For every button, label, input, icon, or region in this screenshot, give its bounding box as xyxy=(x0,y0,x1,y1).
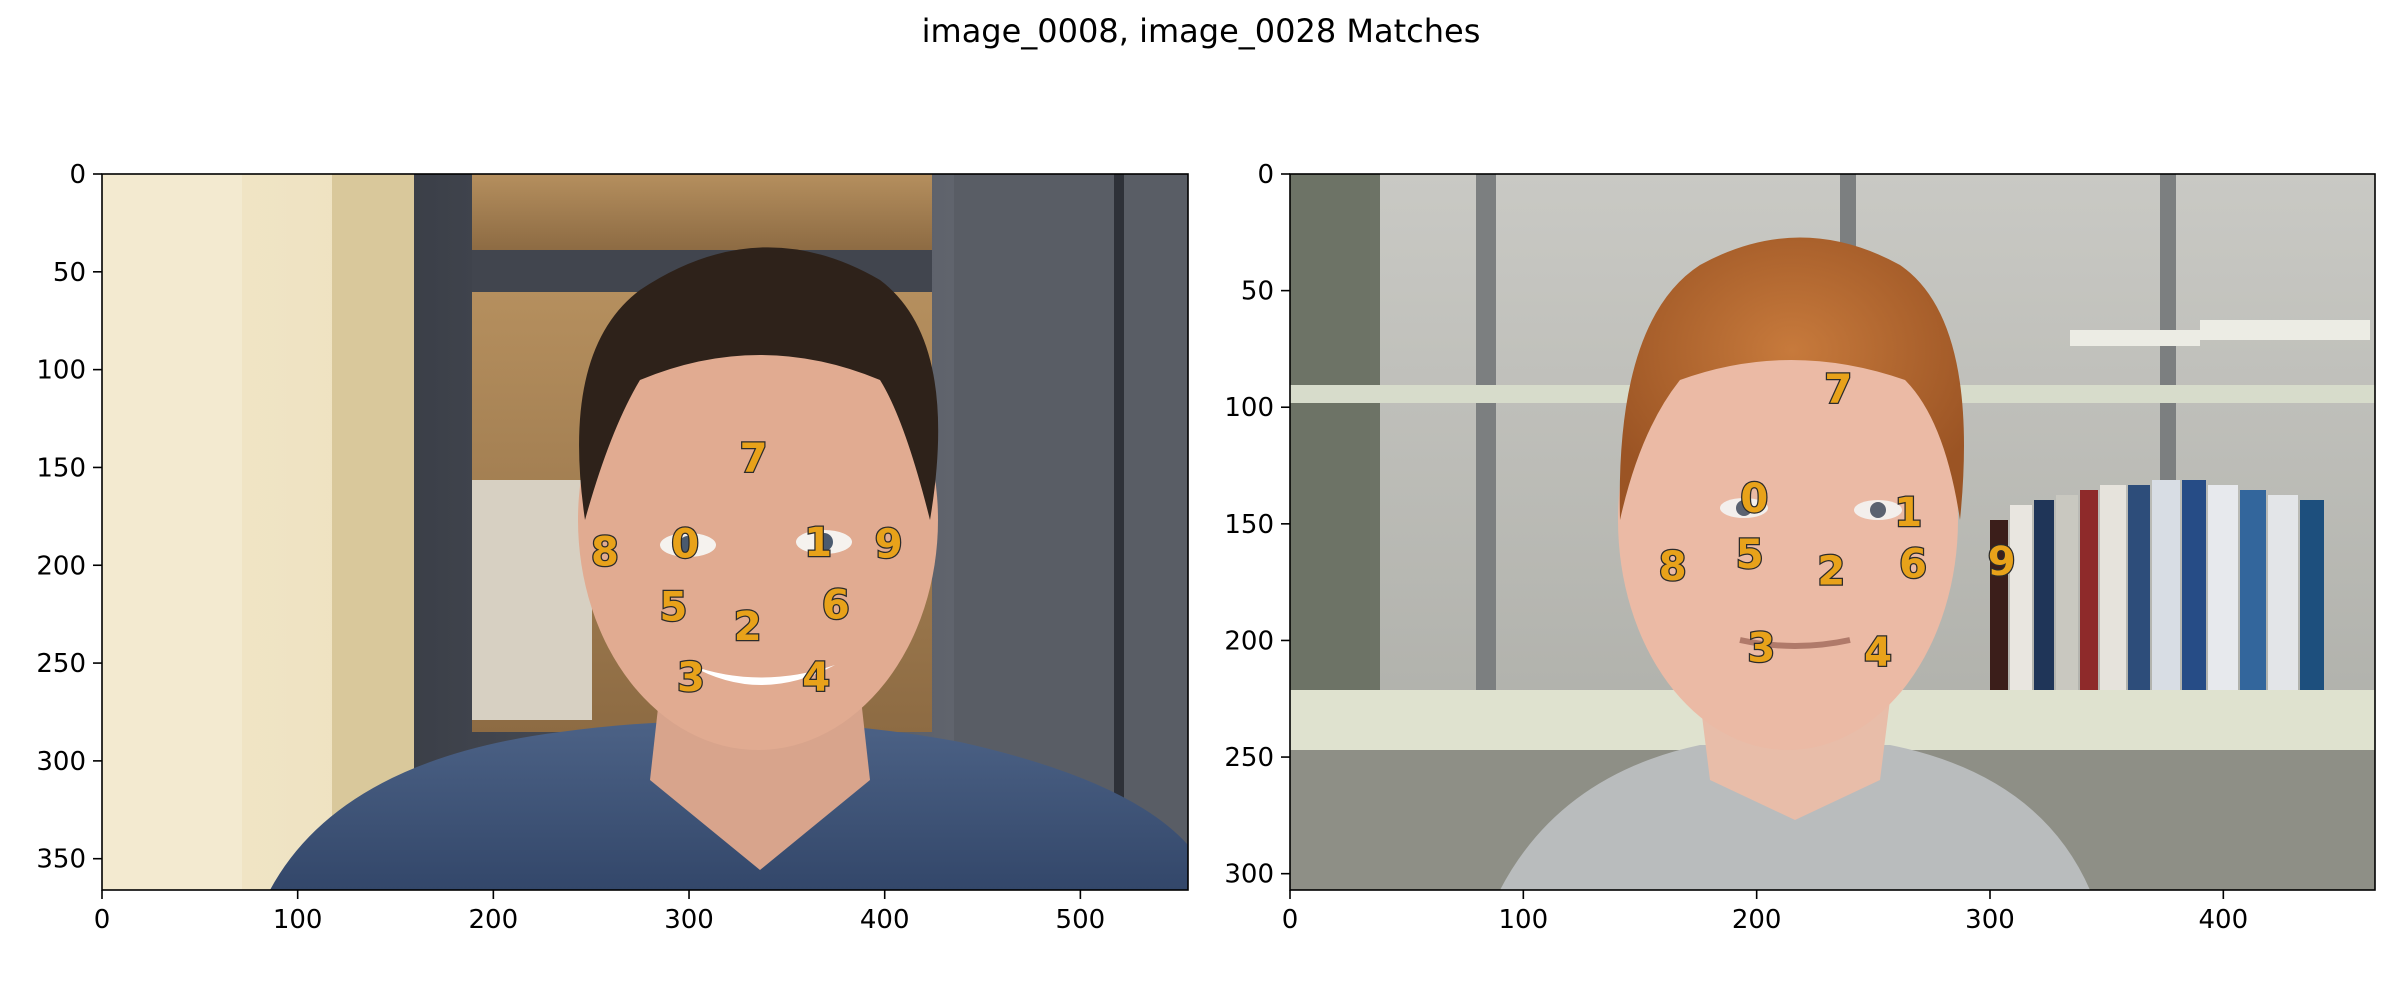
right-x-tick-label: 300 xyxy=(1965,905,2015,935)
right-match-point-4: 4 xyxy=(1864,630,1892,676)
left-y-tick-label: 50 xyxy=(53,258,86,288)
left-match-point-0: 0 xyxy=(671,522,699,568)
right-match-markers: 0 123 45 678 9 xyxy=(1657,365,2016,677)
left-x-tick-label: 200 xyxy=(469,905,519,935)
right-photo xyxy=(1290,174,2375,890)
right-y-tick-label: 300 xyxy=(1224,860,1274,890)
right-y-tick-label: 100 xyxy=(1224,393,1274,423)
left-photo xyxy=(102,174,1188,890)
right-y-tick-label: 150 xyxy=(1224,510,1274,540)
figure-title: image_0008, image_0028 Matches xyxy=(922,12,1481,50)
left-y-tick-label: 150 xyxy=(36,453,86,483)
left-y-tick-label: 300 xyxy=(36,747,86,777)
left-match-point-1: 1 xyxy=(804,520,832,566)
right-y-tick-label: 50 xyxy=(1241,277,1274,307)
left-y-tick-label: 100 xyxy=(36,356,86,386)
left-y-tick-label: 200 xyxy=(36,551,86,581)
right-y-tick-label: 0 xyxy=(1257,160,1274,190)
right-match-point-8: 8 xyxy=(1659,544,1687,590)
left-match-point-3: 3 xyxy=(677,655,705,701)
right-match-point-0: 0 xyxy=(1740,476,1768,522)
right-x-tick-label: 100 xyxy=(1499,905,1549,935)
right-y-tick-label: 200 xyxy=(1224,626,1274,656)
right-match-point-6: 6 xyxy=(1899,541,1927,587)
right-match-point-1: 1 xyxy=(1894,490,1922,536)
left-x-tick-label: 100 xyxy=(273,905,323,935)
right-match-point-9: 9 xyxy=(1988,539,2016,585)
right-match-point-7: 7 xyxy=(1824,367,1852,413)
left-match-point-6: 6 xyxy=(822,582,850,628)
left-y-tick-label: 350 xyxy=(36,845,86,875)
right-x-tick-label: 400 xyxy=(2199,905,2249,935)
left-match-point-8: 8 xyxy=(591,530,619,576)
left-match-point-2: 2 xyxy=(734,604,762,650)
left-x-tick-label: 0 xyxy=(94,905,111,935)
left-y-tick-label: 0 xyxy=(69,160,86,190)
right-axes-frame xyxy=(1289,173,2376,891)
right-match-point-5: 5 xyxy=(1736,532,1764,578)
left-x-tick-label: 300 xyxy=(664,905,714,935)
left-match-markers: 0 123 4 5 6 7 8 9 xyxy=(590,434,904,702)
left-match-point-4: 4 xyxy=(802,655,830,701)
right-match-point-3: 3 xyxy=(1747,625,1775,671)
left-x-tick-label: 500 xyxy=(1056,905,1106,935)
left-match-point-5: 5 xyxy=(659,584,687,630)
right-x-tick-label: 0 xyxy=(1282,905,1299,935)
left-axes-frame xyxy=(101,173,1189,891)
left-y-tick-label: 250 xyxy=(36,649,86,679)
left-match-point-9: 9 xyxy=(875,522,903,568)
left-match-point-7: 7 xyxy=(740,436,768,482)
left-x-tick-label: 400 xyxy=(860,905,910,935)
right-match-point-2: 2 xyxy=(1817,548,1845,594)
right-y-tick-label: 250 xyxy=(1224,743,1274,773)
right-x-tick-label: 200 xyxy=(1732,905,1782,935)
